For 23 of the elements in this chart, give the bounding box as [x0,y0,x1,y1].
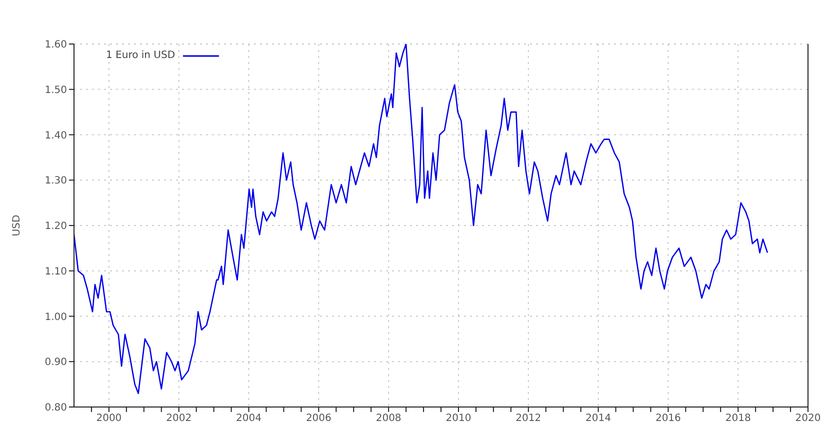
x-tick-label: 2012 [516,413,542,424]
legend-label: 1 Euro in USD [106,50,176,61]
y-tick-label: 0.80 [44,402,67,414]
x-tick-label: 2006 [306,413,332,424]
x-tick-label: 2004 [236,413,262,424]
line-series [74,44,768,394]
y-tick-label: 1.10 [44,266,67,278]
y-axis-title: USD [12,214,23,236]
x-tick-label: 2000 [96,413,122,424]
y-tick-label: 1.20 [44,221,67,232]
y-tick-label: 0.90 [44,357,67,368]
y-tick-label: 1.00 [44,312,67,323]
y-tick-label: 1.40 [44,130,67,142]
x-tick-label: 2016 [655,413,681,424]
x-tick-label: 2002 [166,413,192,424]
x-tick-label: 2008 [376,413,402,424]
x-tick-label: 2010 [446,413,472,424]
x-tick-label: 2020 [795,413,821,424]
y-tick-label: 1.50 [44,84,67,96]
x-tick-label: 2018 [725,413,751,424]
x-tick-label: 2014 [586,413,612,424]
y-tick-label: 1.30 [44,176,67,187]
y-tick-label: 1.60 [44,40,67,51]
